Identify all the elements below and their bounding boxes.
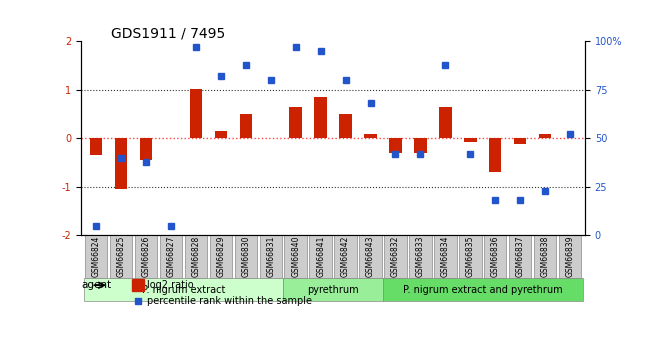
FancyBboxPatch shape xyxy=(534,235,556,278)
Bar xyxy=(464,138,476,142)
Bar xyxy=(439,107,452,138)
Text: percentile rank within the sample: percentile rank within the sample xyxy=(147,296,312,306)
Bar xyxy=(389,138,402,153)
Bar xyxy=(90,138,103,155)
FancyBboxPatch shape xyxy=(509,235,532,278)
Text: GSM66837: GSM66837 xyxy=(515,236,525,277)
Bar xyxy=(315,97,327,138)
FancyBboxPatch shape xyxy=(359,235,382,278)
Bar xyxy=(339,114,352,138)
FancyBboxPatch shape xyxy=(160,235,182,278)
FancyBboxPatch shape xyxy=(185,235,207,278)
Bar xyxy=(214,131,227,138)
Text: GSM66832: GSM66832 xyxy=(391,236,400,277)
Text: GSM66842: GSM66842 xyxy=(341,236,350,277)
FancyBboxPatch shape xyxy=(334,235,357,278)
Bar xyxy=(514,138,526,144)
FancyBboxPatch shape xyxy=(309,235,332,278)
FancyBboxPatch shape xyxy=(459,235,482,278)
Text: GDS1911 / 7495: GDS1911 / 7495 xyxy=(112,26,226,40)
Bar xyxy=(539,134,551,138)
Bar xyxy=(140,138,152,160)
Text: GSM66843: GSM66843 xyxy=(366,236,375,277)
Text: GSM66838: GSM66838 xyxy=(541,236,550,277)
FancyBboxPatch shape xyxy=(285,235,307,278)
FancyBboxPatch shape xyxy=(559,235,581,278)
Text: GSM66824: GSM66824 xyxy=(92,236,101,277)
Text: GSM66829: GSM66829 xyxy=(216,236,226,277)
Bar xyxy=(489,138,501,172)
Text: log2 ratio: log2 ratio xyxy=(147,280,193,290)
Text: agent: agent xyxy=(81,280,111,290)
Bar xyxy=(240,114,252,138)
Text: GSM66830: GSM66830 xyxy=(241,236,250,277)
Text: GSM66831: GSM66831 xyxy=(266,236,276,277)
Text: GSM66826: GSM66826 xyxy=(142,236,151,277)
Text: GSM66834: GSM66834 xyxy=(441,236,450,277)
FancyBboxPatch shape xyxy=(384,235,407,278)
FancyBboxPatch shape xyxy=(135,235,157,278)
Text: GSM66835: GSM66835 xyxy=(466,236,474,277)
Text: GSM66827: GSM66827 xyxy=(166,236,176,277)
Text: GSM66833: GSM66833 xyxy=(416,236,425,277)
Text: GSM66841: GSM66841 xyxy=(316,236,325,277)
FancyBboxPatch shape xyxy=(210,235,232,278)
Text: GSM66840: GSM66840 xyxy=(291,236,300,277)
FancyBboxPatch shape xyxy=(85,235,107,278)
Text: GSM66836: GSM66836 xyxy=(491,236,500,277)
Bar xyxy=(115,138,127,189)
Bar xyxy=(414,138,426,153)
FancyBboxPatch shape xyxy=(259,235,282,278)
Bar xyxy=(131,279,144,291)
FancyBboxPatch shape xyxy=(434,235,456,278)
FancyBboxPatch shape xyxy=(110,235,133,278)
FancyBboxPatch shape xyxy=(484,235,506,278)
Bar xyxy=(289,107,302,138)
FancyBboxPatch shape xyxy=(235,235,257,278)
FancyBboxPatch shape xyxy=(410,235,432,278)
Text: GSM66839: GSM66839 xyxy=(566,236,575,277)
Text: GSM66828: GSM66828 xyxy=(192,236,200,277)
Bar xyxy=(364,134,377,138)
Bar xyxy=(190,89,202,138)
Text: GSM66825: GSM66825 xyxy=(116,236,125,277)
